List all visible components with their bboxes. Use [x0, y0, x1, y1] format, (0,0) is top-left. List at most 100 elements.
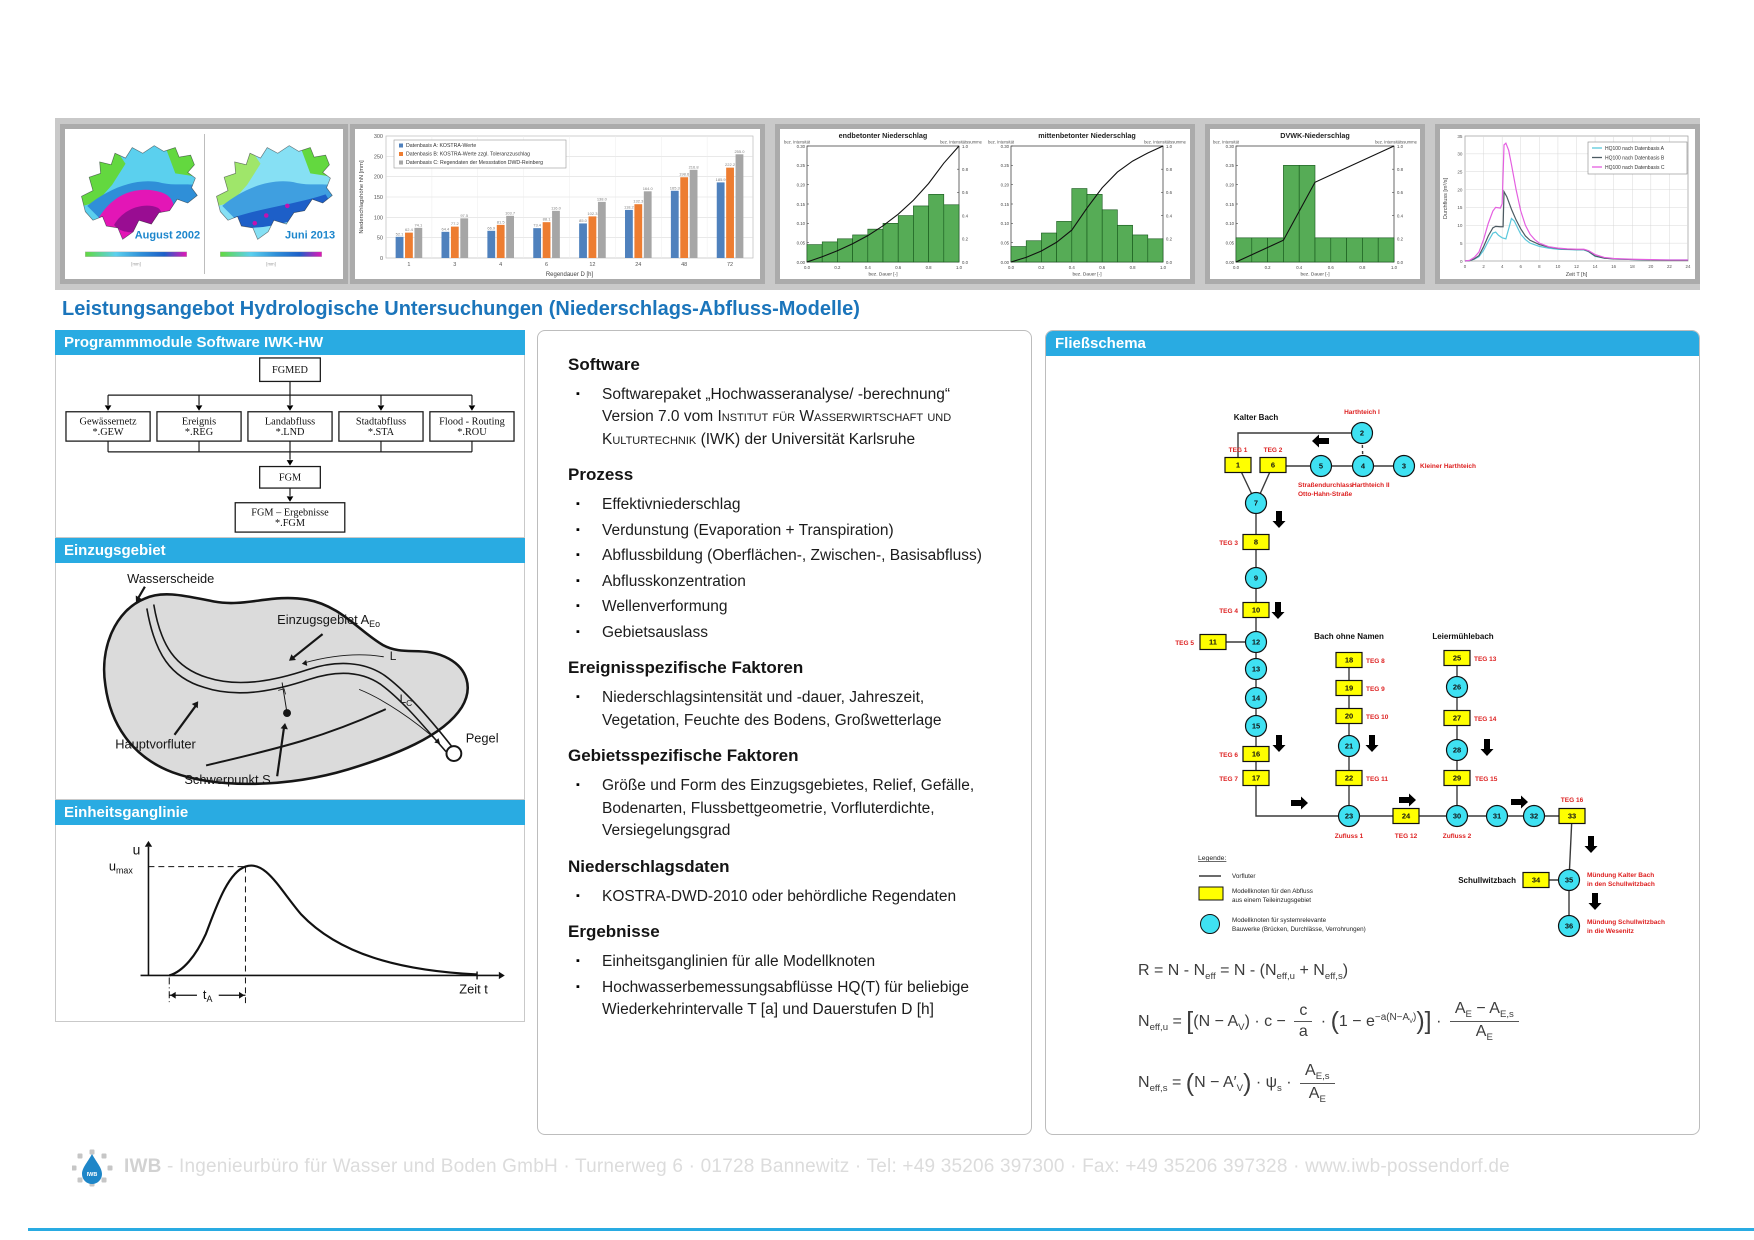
network-red-label: Mündung Schullwitzbach — [1587, 919, 1665, 926]
svg-text:*.STA: *.STA — [368, 427, 395, 438]
svg-text:255.0: 255.0 — [734, 149, 745, 154]
svg-text:81.5: 81.5 — [497, 219, 506, 224]
svg-text:24: 24 — [635, 262, 641, 268]
gauge-symbol — [445, 744, 463, 762]
hist-bar — [1056, 221, 1073, 263]
network-red-label: TEG 7 — [1219, 776, 1238, 783]
network-box-node — [1335, 679, 1363, 697]
flowchart-box — [338, 411, 424, 442]
svg-text:222.2: 222.2 — [725, 162, 736, 167]
svg-text:20: 20 — [1457, 187, 1463, 192]
svg-text:bez. Dauer [-]: bez. Dauer [-] — [1072, 272, 1101, 278]
svg-text:0.30: 0.30 — [1226, 144, 1235, 149]
module-box: Programmmodule Software IWK-HW FGMED Gewä… — [55, 330, 525, 538]
flowchart-box — [247, 411, 333, 442]
network-edge — [1237, 432, 1362, 465]
svg-text:216.8: 216.8 — [689, 164, 700, 169]
bullet-item: ▪ Abflussbildung (Oberflächen-, Zwischen-… — [576, 545, 1001, 567]
square-bullet-icon: ▪ — [576, 498, 580, 511]
hist-bar — [1283, 165, 1300, 263]
hist-bar — [1346, 237, 1363, 263]
svg-text:22: 22 — [1345, 774, 1353, 783]
network-red-label: Zufluss 1 — [1335, 833, 1364, 840]
svg-text:73.4: 73.4 — [533, 223, 542, 228]
svg-text:0.0: 0.0 — [1166, 260, 1173, 265]
square-bullet-icon: ▪ — [576, 388, 580, 400]
svg-text:0.8: 0.8 — [1359, 265, 1366, 270]
formula: R = N - Neff = N - (Neff,u + Neff,s) — [1138, 962, 1349, 983]
svg-text:Bauwerke (Brücken, Durchlässe,: Bauwerke (Brücken, Durchlässe, Verrohrun… — [1232, 926, 1366, 933]
svg-text:1.0: 1.0 — [956, 265, 963, 270]
network-box-node — [1224, 456, 1252, 474]
svg-text:50: 50 — [377, 236, 383, 242]
bullet-item: ▪ Niederschlagsintensität und -dauer, Jah… — [576, 687, 1001, 732]
network-box-node — [1522, 871, 1550, 889]
network-circle-node — [1244, 630, 1268, 654]
svg-text:HQ100 nach Datenbasis A: HQ100 nach Datenbasis A — [1605, 146, 1665, 152]
svg-text:umax: umax — [109, 858, 134, 875]
network-box-node — [1392, 807, 1420, 825]
svg-text:0.25: 0.25 — [1226, 163, 1235, 168]
network-circle-node — [1445, 804, 1469, 828]
bar — [735, 154, 744, 258]
svg-text:116.0: 116.0 — [551, 205, 561, 210]
network-red-label: TEG 13 — [1474, 656, 1497, 663]
svg-text:1.0: 1.0 — [1166, 144, 1173, 149]
flow-arrow-icon — [1480, 739, 1494, 756]
hist-bar — [1362, 237, 1379, 263]
hist-bar — [928, 194, 945, 263]
bullet-item: ▪ Gebietsauslass — [576, 622, 1001, 644]
bullet-item: ▪ Abflusskonzentration — [576, 571, 1001, 593]
network-circle-node — [1445, 738, 1469, 762]
dvwk-panel: DVWK-Niederschlag bez. Intensität bez. Int… — [1205, 124, 1425, 284]
network-red-label: in den Schullwitzbach — [1587, 881, 1655, 888]
svg-text:14: 14 — [1252, 694, 1261, 703]
svg-text:0.6: 0.6 — [895, 265, 902, 270]
svg-text:0.8: 0.8 — [1397, 167, 1404, 172]
chart-legend: HQ100 nach Datenbasis A HQ100 nach Datenb… — [1587, 141, 1688, 175]
map-caption: August 2002 — [134, 229, 199, 241]
svg-text:1.0: 1.0 — [1160, 265, 1167, 270]
flow-arrow-icon — [1312, 434, 1329, 448]
svg-text:0: 0 — [380, 256, 383, 262]
svg-text:0.15: 0.15 — [797, 202, 806, 207]
square-bullet-icon: ▪ — [576, 600, 580, 613]
svg-text:18: 18 — [1345, 656, 1353, 665]
bar — [588, 216, 597, 258]
bar — [716, 182, 725, 258]
water-drop-icon — [82, 1154, 102, 1184]
bar — [680, 177, 689, 258]
section-title: Software — [568, 355, 640, 374]
svg-text:0.10: 0.10 — [1226, 221, 1235, 226]
svg-text:20: 20 — [1648, 264, 1653, 269]
svg-text:5: 5 — [1460, 241, 1463, 246]
network-section-label: Kalter Bach — [1234, 413, 1279, 422]
square-bullet-icon: ▪ — [576, 889, 580, 902]
bar — [542, 222, 551, 258]
svg-text:Landabfluss: Landabfluss — [265, 416, 315, 427]
section-title: Ereignisspezifische Faktoren — [568, 658, 804, 678]
histogram-panel: endbetonter Niederschlag bez. Intensität b… — [775, 124, 1195, 284]
rainfall-map-august: August 2002 [mm] — [80, 145, 200, 266]
svg-text:u: u — [133, 841, 141, 857]
svg-text:66.9: 66.9 — [487, 225, 496, 230]
network-red-label: Kleiner Harthteich — [1420, 463, 1476, 470]
hydrograph-box-body: u umax Zeit t tA — [55, 825, 525, 1022]
square-bullet-icon: ▪ — [576, 574, 580, 587]
svg-text:Wasserscheide: Wasserscheide — [127, 570, 214, 585]
svg-text:35: 35 — [1457, 134, 1463, 139]
svg-text:*.REG: *.REG — [185, 427, 214, 438]
bar — [643, 191, 652, 258]
hist-bar — [882, 223, 899, 263]
svg-text:14: 14 — [1593, 264, 1598, 269]
svg-text:10: 10 — [1252, 606, 1260, 615]
svg-text:0.4: 0.4 — [1397, 213, 1404, 218]
line-series — [1464, 189, 1688, 262]
network-red-label: TEG 3 — [1219, 540, 1238, 547]
svg-text:5: 5 — [1319, 462, 1323, 471]
module-flowchart: FGMED Gewässernetz*.GEW Ereignis*.REG Landa… — [65, 357, 515, 533]
histogram-endbetont: endbetonter Niederschlag bez. Intensität b… — [784, 131, 983, 278]
network-circle-node — [1244, 491, 1268, 515]
svg-text:Durchfluss [m³/s]: Durchfluss [m³/s] — [1443, 177, 1449, 219]
